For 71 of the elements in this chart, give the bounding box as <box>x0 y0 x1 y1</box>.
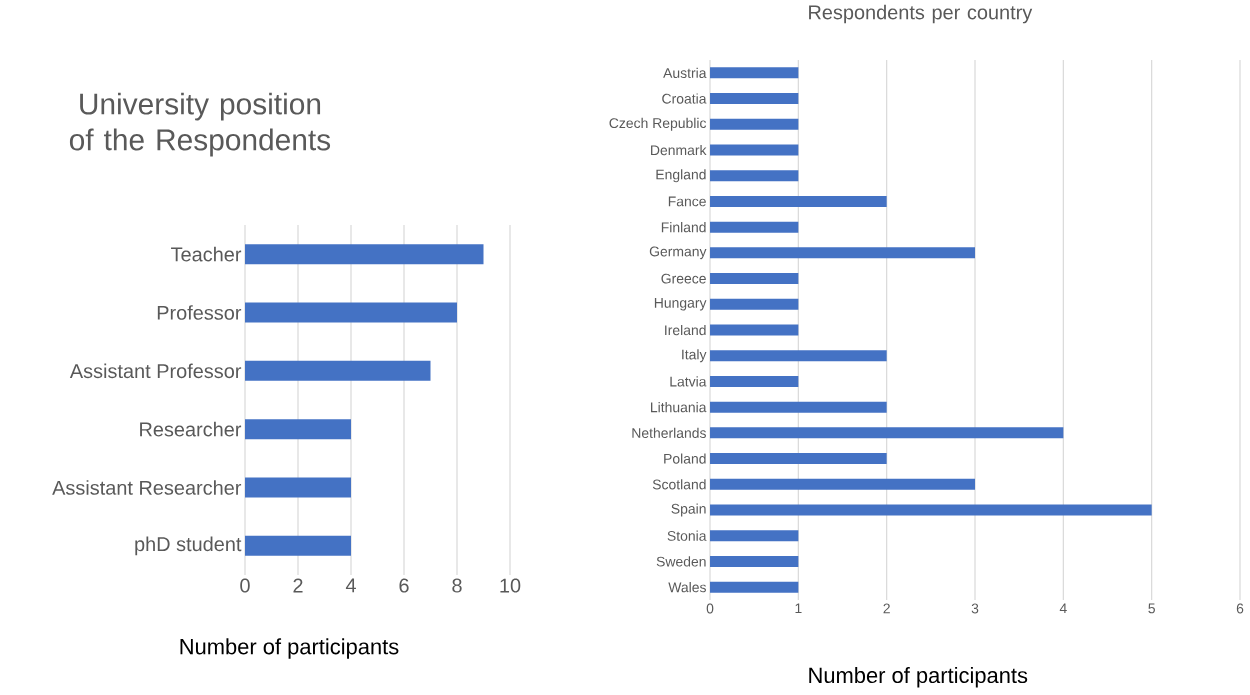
chart-title: Respondents per country <box>809 4 1033 24</box>
y-tick-label: Wales <box>668 582 706 593</box>
bar <box>710 170 799 182</box>
y-tick-label: Latvia <box>670 376 707 387</box>
bar <box>710 453 887 465</box>
x-tick-label: 5 <box>1148 603 1155 614</box>
y-tick-label: Denmark <box>651 144 707 156</box>
x-tick-label: 2 <box>293 578 303 593</box>
y-tick-label: Professor <box>157 305 242 320</box>
y-tick-label: Stonia <box>667 530 707 541</box>
bar <box>710 530 799 542</box>
x-tick-label: 3 <box>971 603 979 614</box>
bar <box>710 401 887 413</box>
y-tick-label: Finland <box>661 222 706 233</box>
bar <box>710 118 799 130</box>
x-axis-title: Number of participants <box>180 638 399 659</box>
bar <box>245 360 431 381</box>
x-tick-label: 2 <box>883 603 890 614</box>
y-tick-label: Croatia <box>662 93 707 104</box>
x-tick-label: 0 <box>706 603 714 614</box>
bar <box>245 535 351 556</box>
bar <box>710 273 799 285</box>
y-tick-label: Assistant Professor <box>69 363 242 379</box>
y-tick-label: Poland <box>664 453 706 464</box>
y-tick-label: Fance <box>668 196 706 207</box>
bar <box>710 350 887 362</box>
x-tick-label: 0 <box>240 578 250 593</box>
y-tick-label: Ireland <box>665 324 706 336</box>
y-tick-label: Lithuania <box>651 402 707 413</box>
bar <box>710 221 799 233</box>
bar <box>710 427 1064 439</box>
bar <box>710 478 976 490</box>
bar <box>245 302 457 323</box>
x-tick-label: 4 <box>1059 603 1067 614</box>
y-tick-label: Austria <box>663 67 707 78</box>
bar <box>710 67 799 79</box>
bar <box>710 324 799 336</box>
bar <box>710 93 799 105</box>
bar <box>710 298 799 310</box>
x-tick-label: 8 <box>452 578 462 593</box>
bar <box>710 195 887 207</box>
y-tick-label: Scotland <box>652 479 706 490</box>
x-tick-label: 1 <box>795 603 802 614</box>
bar <box>710 504 1152 516</box>
y-tick-label: England <box>656 169 706 183</box>
bar <box>710 247 976 259</box>
bar <box>710 581 799 593</box>
x-tick-label: 10 <box>500 578 521 593</box>
y-tick-label: phD student <box>135 536 242 556</box>
bar <box>245 477 351 498</box>
y-tick-label: Germany <box>649 246 707 260</box>
bar <box>245 419 351 440</box>
bar <box>710 555 799 567</box>
y-tick-label: Assistant Researcher <box>52 480 242 495</box>
x-axis-title: Number of participants <box>809 667 1028 688</box>
x-tick-label: 6 <box>1236 603 1244 614</box>
y-tick-label: Czech Republic <box>609 117 707 131</box>
y-tick-label: Spain <box>671 503 706 517</box>
y-tick-label: Teacher <box>171 246 242 262</box>
y-tick-label: Netherlands <box>632 427 706 438</box>
chart-title: University position of the Respondents <box>69 92 331 157</box>
y-tick-label: Sweden <box>656 556 706 567</box>
x-tick-label: 4 <box>345 578 356 593</box>
y-tick-label: Greece <box>661 273 706 284</box>
y-tick-label: Researcher <box>140 421 242 437</box>
y-tick-label: Italy <box>682 349 707 363</box>
bar <box>710 375 799 387</box>
bar <box>710 144 799 156</box>
x-tick-label: 6 <box>399 578 409 593</box>
bar <box>245 244 484 265</box>
y-tick-label: Hungary <box>654 298 707 311</box>
